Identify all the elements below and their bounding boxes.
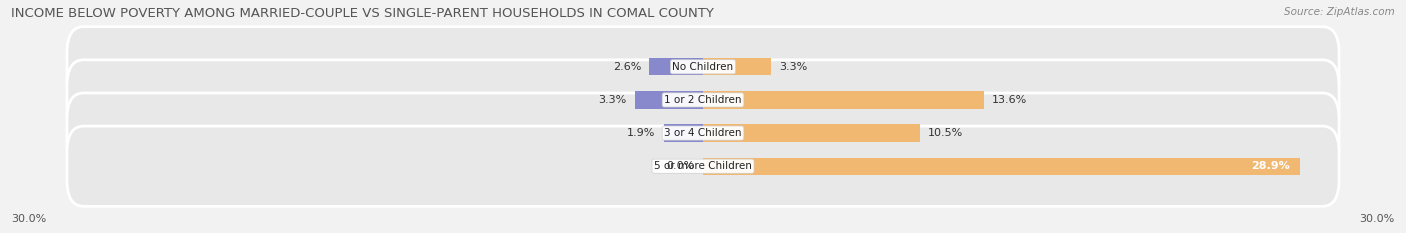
Text: INCOME BELOW POVERTY AMONG MARRIED-COUPLE VS SINGLE-PARENT HOUSEHOLDS IN COMAL C: INCOME BELOW POVERTY AMONG MARRIED-COUPL… bbox=[11, 7, 714, 20]
FancyBboxPatch shape bbox=[67, 27, 1339, 107]
Text: 3 or 4 Children: 3 or 4 Children bbox=[664, 128, 742, 138]
Bar bbox=[703, 58, 770, 75]
Bar bbox=[703, 158, 1299, 175]
Text: 10.5%: 10.5% bbox=[928, 128, 963, 138]
Bar bbox=[650, 58, 703, 75]
Text: Source: ZipAtlas.com: Source: ZipAtlas.com bbox=[1284, 7, 1395, 17]
Text: 13.6%: 13.6% bbox=[993, 95, 1028, 105]
Bar bbox=[636, 91, 703, 109]
Text: 3.3%: 3.3% bbox=[779, 62, 807, 72]
FancyBboxPatch shape bbox=[67, 60, 1339, 140]
Bar bbox=[703, 91, 984, 109]
Text: 3.3%: 3.3% bbox=[599, 95, 627, 105]
Text: 0.0%: 0.0% bbox=[666, 161, 695, 171]
Text: 1.9%: 1.9% bbox=[627, 128, 655, 138]
Bar bbox=[703, 124, 920, 142]
Text: No Children: No Children bbox=[672, 62, 734, 72]
Text: 5 or more Children: 5 or more Children bbox=[654, 161, 752, 171]
Text: 30.0%: 30.0% bbox=[1360, 214, 1395, 224]
FancyBboxPatch shape bbox=[67, 126, 1339, 206]
Text: 30.0%: 30.0% bbox=[11, 214, 46, 224]
Text: 1 or 2 Children: 1 or 2 Children bbox=[664, 95, 742, 105]
Text: 2.6%: 2.6% bbox=[613, 62, 641, 72]
Bar bbox=[664, 124, 703, 142]
FancyBboxPatch shape bbox=[67, 93, 1339, 173]
Text: 28.9%: 28.9% bbox=[1251, 161, 1289, 171]
